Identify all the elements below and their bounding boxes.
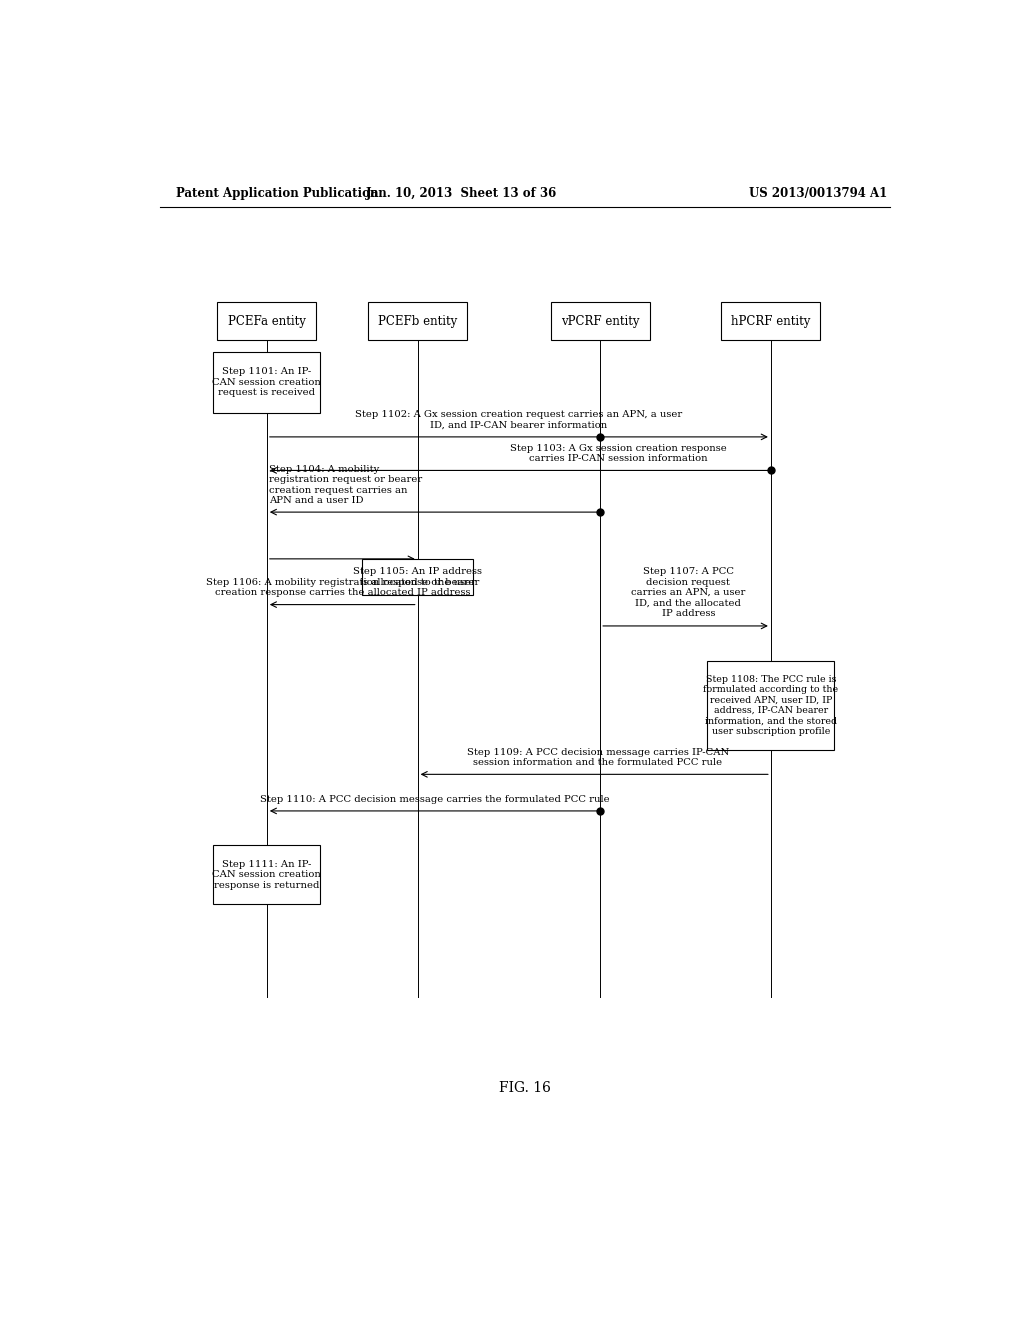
Text: PCEFb entity: PCEFb entity xyxy=(378,314,458,327)
Bar xyxy=(551,302,650,341)
Text: Step 1101: An IP-
CAN session creation
request is received: Step 1101: An IP- CAN session creation r… xyxy=(212,367,322,397)
Bar xyxy=(368,302,467,341)
Text: Step 1109: A PCC decision message carries IP-CAN
session information and the for: Step 1109: A PCC decision message carrie… xyxy=(467,748,729,767)
Text: Step 1102: A Gx session creation request carries an APN, a user
ID, and IP-CAN b: Step 1102: A Gx session creation request… xyxy=(355,411,682,430)
Text: vPCRF entity: vPCRF entity xyxy=(561,314,639,327)
Text: Step 1106: A mobility registration response or bearer
creation response carries : Step 1106: A mobility registration respo… xyxy=(206,578,479,598)
Text: Step 1105: An IP address
is allocated to the user: Step 1105: An IP address is allocated to… xyxy=(353,568,482,587)
Text: Jan. 10, 2013  Sheet 13 of 36: Jan. 10, 2013 Sheet 13 of 36 xyxy=(366,187,557,201)
Text: hPCRF entity: hPCRF entity xyxy=(731,314,811,327)
Bar xyxy=(721,302,820,341)
Text: Step 1111: An IP-
CAN session creation
response is returned: Step 1111: An IP- CAN session creation r… xyxy=(212,861,322,890)
Text: Step 1110: A PCC decision message carries the formulated PCC rule: Step 1110: A PCC decision message carrie… xyxy=(259,795,609,804)
Bar xyxy=(213,846,321,904)
Text: US 2013/0013794 A1: US 2013/0013794 A1 xyxy=(750,187,888,201)
Text: Step 1107: A PCC
decision request
carries an APN, a user
ID, and the allocated
I: Step 1107: A PCC decision request carrie… xyxy=(631,568,745,618)
Text: Step 1104: A mobility
registration request or bearer
creation request carries an: Step 1104: A mobility registration reque… xyxy=(269,465,423,506)
Text: Patent Application Publication: Patent Application Publication xyxy=(176,187,378,201)
Bar xyxy=(362,558,473,595)
Bar xyxy=(708,660,835,750)
Bar xyxy=(213,351,321,412)
Text: Step 1103: A Gx session creation response
carries IP-CAN session information: Step 1103: A Gx session creation respons… xyxy=(510,444,727,463)
Bar xyxy=(217,302,316,341)
Text: Step 1108: The PCC rule is
formulated according to the
received APN, user ID, IP: Step 1108: The PCC rule is formulated ac… xyxy=(703,675,839,735)
Text: FIG. 16: FIG. 16 xyxy=(499,1081,551,1096)
Text: PCEFa entity: PCEFa entity xyxy=(228,314,306,327)
